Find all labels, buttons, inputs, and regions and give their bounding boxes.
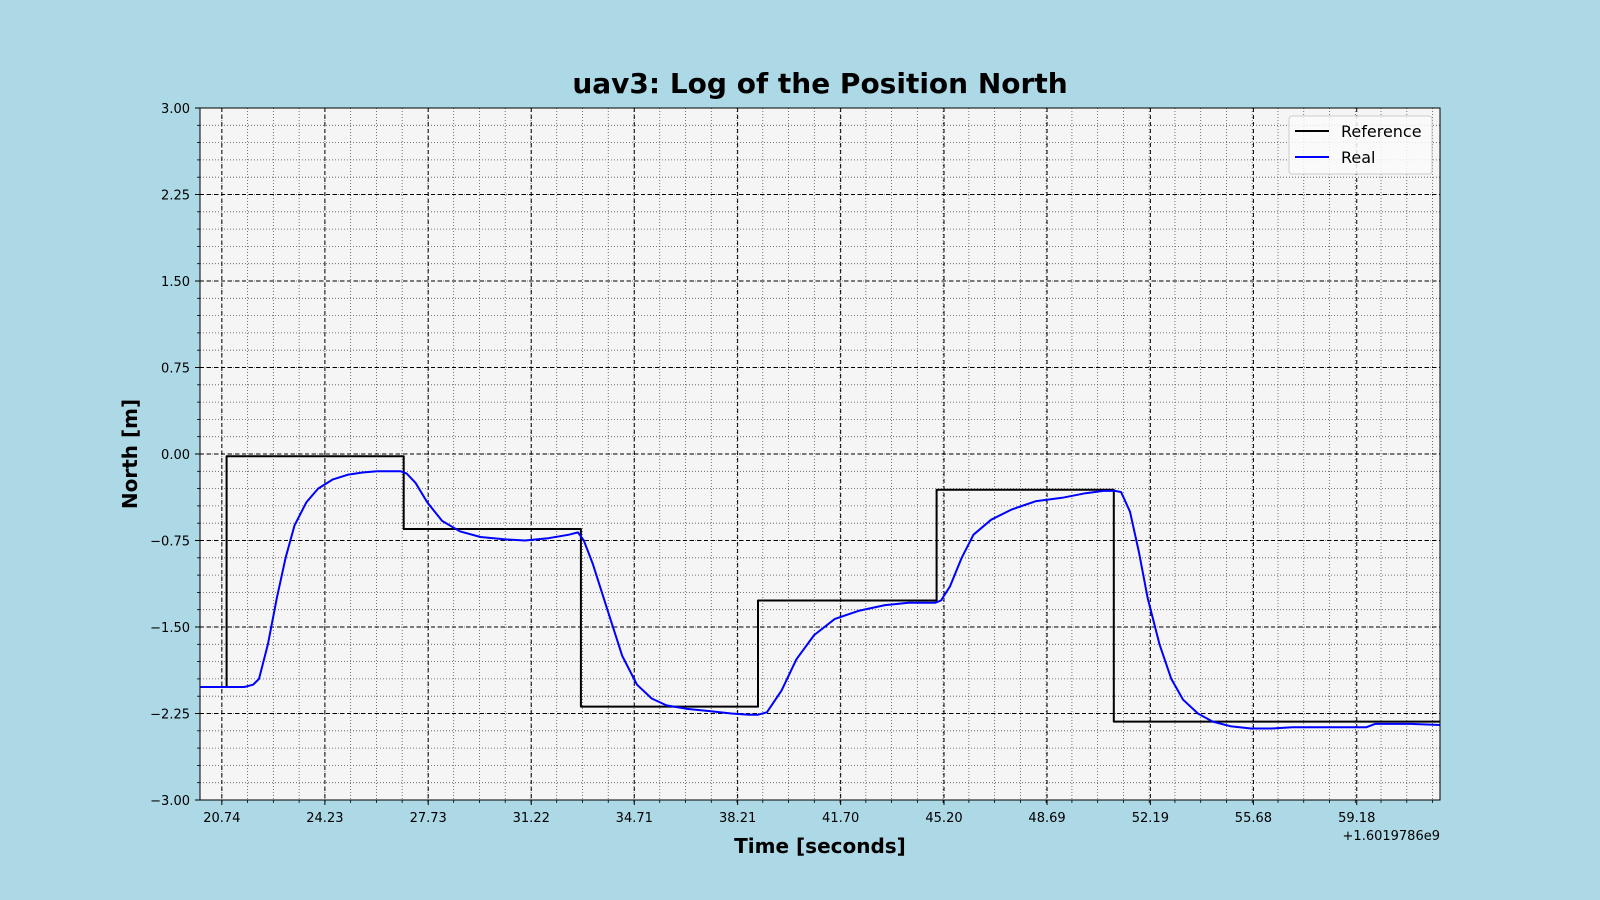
x-axis-ticks: 20.74 24.23 27.73 31.22 34.71 38.21 41.70 45.20… xyxy=(203,800,1433,826)
legend: Reference Real xyxy=(1288,115,1433,175)
y-tick-label: 3.00 xyxy=(161,102,190,117)
y-tick-label: −0.75 xyxy=(150,535,190,550)
x-tick-label: 41.70 xyxy=(822,811,859,826)
x-tick-label: 34.71 xyxy=(616,811,653,826)
x-tick-label: 20.74 xyxy=(203,811,240,826)
y-tick-label: 0.75 xyxy=(161,362,190,377)
y-tick-label: 1.50 xyxy=(161,275,190,290)
x-tick-label: 24.23 xyxy=(306,811,343,826)
x-tick-label: 45.20 xyxy=(925,811,962,826)
x-tick-label: 38.21 xyxy=(719,811,756,826)
series-lines xyxy=(200,455,1441,730)
series-line-real xyxy=(200,470,1441,730)
y-axis-ticks: 3.00 2.25 1.50 0.75 0.00 −0.75 −1.50 −2.25 −3.00 xyxy=(150,102,200,809)
y-tick-label: 0.00 xyxy=(161,448,190,463)
y-tick-label: −1.50 xyxy=(150,621,190,636)
legend-label-reference: Reference xyxy=(1341,122,1422,141)
legend-label-real: Real xyxy=(1341,148,1376,167)
y-tick-label: −3.00 xyxy=(150,794,190,809)
x-tick-label: 55.68 xyxy=(1235,811,1272,826)
x-offset-label: +1.6019786e9 xyxy=(1343,829,1440,844)
y-tick-label: −2.25 xyxy=(150,708,190,723)
x-tick-label: 52.19 xyxy=(1132,811,1169,826)
x-axis-title: Time [seconds] xyxy=(734,834,906,858)
y-tick-label: 2.25 xyxy=(161,189,190,204)
x-tick-label: 59.18 xyxy=(1338,811,1375,826)
x-tick-label: 48.69 xyxy=(1028,811,1065,826)
chart-title: uav3: Log of the Position North xyxy=(572,67,1067,100)
y-axis-title: North [m] xyxy=(118,399,142,509)
x-tick-label: 31.22 xyxy=(513,811,550,826)
x-tick-label: 27.73 xyxy=(410,811,447,826)
